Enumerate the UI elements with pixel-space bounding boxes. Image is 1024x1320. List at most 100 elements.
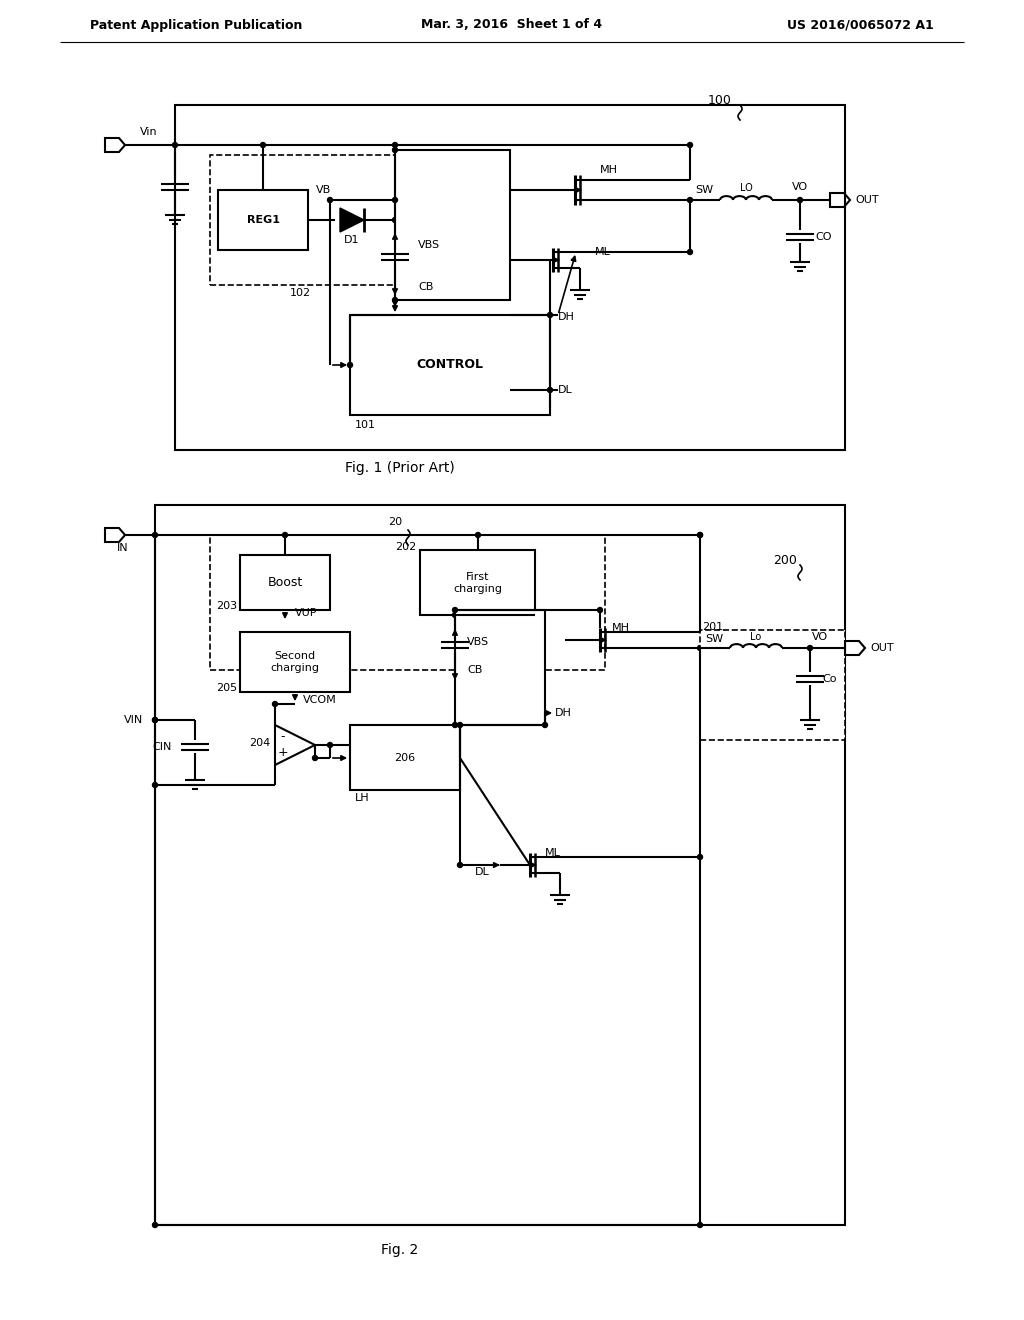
Text: DH: DH [558,312,574,322]
Circle shape [347,363,352,367]
Text: 200: 200 [773,553,797,566]
Circle shape [697,532,702,537]
Text: 204: 204 [249,738,270,748]
Circle shape [153,783,158,788]
Text: DL: DL [475,867,490,876]
Bar [350,315,550,414]
Circle shape [458,862,463,867]
Text: CONTROL: CONTROL [417,359,483,371]
Circle shape [532,612,538,618]
Bar [420,550,535,615]
Text: VBS: VBS [418,240,440,249]
Text: CB: CB [467,665,482,675]
Text: Mar. 3, 2016  Sheet 1 of 4: Mar. 3, 2016 Sheet 1 of 4 [422,18,602,32]
Text: DH: DH [555,708,571,718]
Text: Second
charging: Second charging [270,651,319,673]
Bar [700,630,845,741]
Text: 100: 100 [708,94,732,107]
Text: REG1: REG1 [247,215,280,224]
Text: Fig. 1 (Prior Art): Fig. 1 (Prior Art) [345,461,455,475]
Text: OUT: OUT [855,195,879,205]
Text: Lo: Lo [751,632,762,642]
Polygon shape [340,209,364,232]
Text: 101: 101 [355,420,376,430]
Bar [455,610,545,725]
Text: VO: VO [792,182,808,191]
Text: VIN: VIN [124,715,143,725]
Text: DL: DL [558,385,572,395]
Circle shape [548,313,553,318]
Text: Boost: Boost [267,577,303,590]
Bar [155,506,845,1225]
Text: First
charging: First charging [454,572,503,594]
Text: VUP: VUP [295,609,317,618]
Text: 206: 206 [394,752,416,763]
Text: 20: 20 [388,517,402,527]
Text: OUT: OUT [870,643,894,653]
Text: LO: LO [739,183,753,193]
Text: VB: VB [316,185,331,195]
Text: Patent Application Publication: Patent Application Publication [90,18,302,32]
Text: SW: SW [705,634,723,644]
Text: Vin: Vin [140,127,158,137]
Bar [210,154,425,285]
Circle shape [808,645,812,651]
Circle shape [392,148,397,153]
Text: VCOM: VCOM [303,696,337,705]
Text: MH: MH [612,623,630,634]
Text: 201: 201 [702,622,723,632]
Text: Fig. 2: Fig. 2 [381,1243,419,1257]
Text: D1: D1 [344,235,359,246]
Circle shape [453,607,458,612]
Circle shape [328,198,333,202]
Circle shape [153,1222,158,1228]
Text: +: + [278,747,289,759]
Circle shape [392,198,397,202]
Text: CO: CO [815,232,831,242]
Circle shape [597,607,602,612]
Text: 202: 202 [394,543,416,552]
Bar [210,535,605,671]
Text: MH: MH [600,165,618,176]
Circle shape [392,297,397,302]
Circle shape [312,755,317,760]
Bar [395,150,510,300]
Circle shape [392,218,397,223]
Circle shape [453,722,458,727]
Text: ML: ML [595,247,611,257]
Circle shape [283,532,288,537]
Text: CB: CB [418,282,433,292]
Text: Co: Co [822,675,837,684]
Text: 102: 102 [290,288,311,298]
Text: VBS: VBS [467,638,489,647]
Circle shape [153,532,158,537]
Circle shape [153,718,158,722]
Circle shape [458,722,463,727]
Circle shape [543,722,548,727]
Circle shape [687,249,692,255]
Circle shape [697,532,702,537]
Text: VO: VO [812,632,828,642]
Circle shape [272,701,278,706]
Circle shape [392,143,397,148]
Text: ML: ML [545,847,561,858]
Circle shape [475,532,480,537]
Circle shape [697,854,702,859]
Circle shape [697,1222,702,1228]
Bar [350,725,460,789]
Circle shape [687,143,692,148]
Circle shape [687,198,692,202]
Text: US 2016/0065072 A1: US 2016/0065072 A1 [787,18,934,32]
Circle shape [153,718,158,722]
Circle shape [172,143,177,148]
Bar [175,106,845,450]
Circle shape [260,143,265,148]
Circle shape [548,388,553,392]
Circle shape [328,742,333,747]
Circle shape [697,645,702,651]
Text: 203: 203 [216,601,237,611]
Text: SW: SW [695,185,713,195]
Text: -: - [281,730,286,743]
Bar [218,190,308,249]
Text: IN: IN [117,543,128,553]
